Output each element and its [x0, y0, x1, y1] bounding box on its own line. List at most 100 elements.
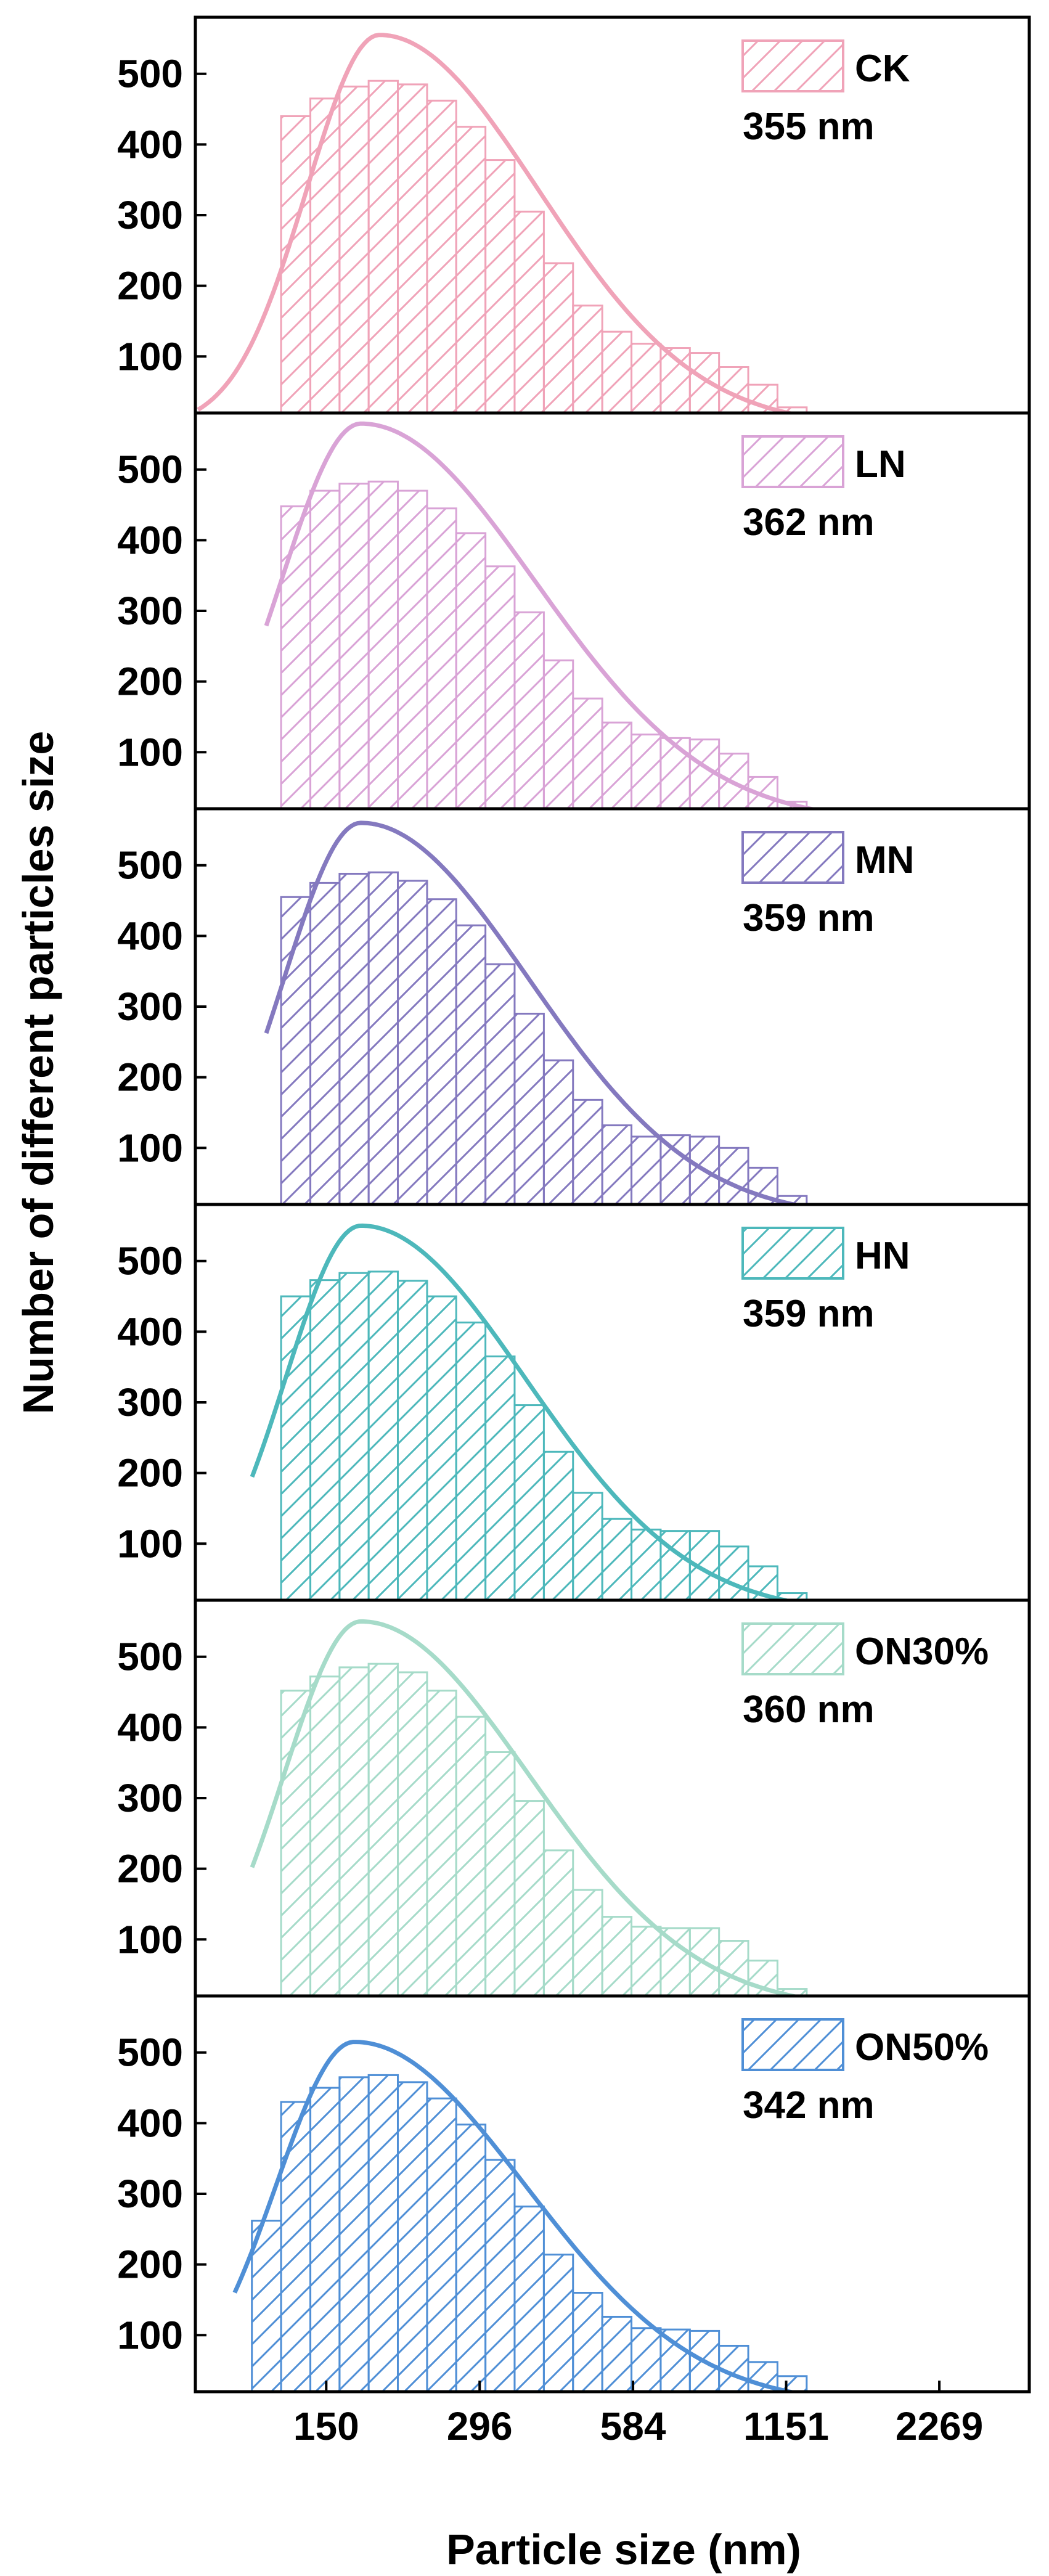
panel-on30pct: 100 200 300 400 500 ON30% 360 nm: [117, 1598, 1031, 1998]
y-tick-label: 300: [117, 2172, 183, 2216]
y-tick-label: 500: [117, 2030, 183, 2075]
x-tick-label: 2269: [896, 2404, 983, 2448]
y-tick-label: 300: [117, 589, 183, 633]
histogram-bar: [601, 1518, 633, 1601]
histogram-bar: [659, 1927, 691, 1997]
x-axis-title: Particle size (nm): [446, 2525, 801, 2574]
histogram-bar: [455, 532, 487, 810]
x-tick-label: 296: [447, 2404, 513, 2448]
histogram-bar: [338, 2076, 370, 2393]
histogram-bar: [251, 2220, 282, 2393]
mean-size-label: 360 nm: [743, 1688, 875, 1731]
histogram-bar: [426, 898, 457, 1206]
histogram-bar: [484, 159, 516, 414]
histogram-bar: [484, 2159, 516, 2393]
histogram-bar: [601, 1124, 633, 1206]
histogram-bar: [718, 753, 749, 810]
histogram-bar: [572, 1889, 603, 1997]
histogram-bar: [572, 697, 603, 810]
histogram-bar: [309, 97, 341, 414]
legend-swatch: [741, 1622, 844, 1675]
histogram-bar: [367, 1662, 399, 1997]
histogram-bar: [631, 1926, 662, 1997]
histogram-bar: [718, 1147, 749, 1206]
histogram-bar: [631, 2327, 662, 2393]
histogram-bar: [601, 2315, 633, 2393]
x-tick-label: 1151: [743, 2404, 829, 2448]
histogram-bar: [426, 2097, 457, 2393]
legend-swatch: [741, 831, 844, 884]
histogram-bar: [484, 963, 516, 1206]
y-tick-label: 400: [117, 518, 183, 562]
fit-curve: [232, 2040, 801, 2392]
y-tick-label: 400: [117, 1705, 183, 1749]
y-tick-label: 500: [117, 843, 183, 888]
histogram-bar: [280, 115, 312, 414]
legend-label: ON50%: [855, 2026, 989, 2069]
histogram-bar: [513, 1800, 545, 1997]
y-tick-label: 100: [117, 1521, 183, 1566]
y-tick-label: 400: [117, 2101, 183, 2145]
histogram-bar: [396, 1280, 428, 1601]
histogram-bar: [513, 611, 545, 810]
x-axis: 150 296 584 1151 2269: [293, 2381, 983, 2448]
mean-size-label: 359 nm: [743, 1293, 875, 1335]
x-tick-label: 584: [600, 2404, 666, 2448]
y-tick-label: 400: [117, 122, 183, 166]
y-tick-label: 100: [117, 334, 183, 378]
histogram-bar: [572, 1492, 603, 1601]
legend-swatch: [741, 2018, 844, 2071]
legend-label: LN: [855, 443, 906, 486]
histogram-bar: [631, 1135, 662, 1206]
y-tick-label: 300: [117, 193, 183, 237]
y-tick-label: 300: [117, 1380, 183, 1425]
histogram-bar: [338, 872, 370, 1206]
histogram-bar: [631, 734, 662, 810]
y-tick-label: 200: [117, 264, 183, 308]
mean-size-label: 359 nm: [743, 897, 875, 939]
panel-hn: 100 200 300 400 500 HN 359 nm: [117, 1203, 1031, 1602]
histogram-bar: [280, 2101, 312, 2393]
histogram-bar: [601, 721, 633, 810]
histogram-bar: [367, 1270, 399, 1601]
y-tick-label: 500: [117, 448, 183, 492]
histogram-bar: [455, 924, 487, 1206]
y-tick-label: 500: [117, 1635, 183, 1679]
mean-size-label: 362 nm: [743, 501, 875, 544]
histogram-bar: [280, 505, 312, 810]
histogram-bar: [659, 1134, 691, 1206]
histogram-bar: [455, 126, 487, 414]
mean-size-label: 342 nm: [743, 2084, 875, 2127]
histogram-bar: [513, 1404, 545, 1601]
histogram-bar: [309, 489, 341, 810]
mean-size-label: 355 nm: [743, 105, 875, 148]
histogram-bar: [542, 1059, 574, 1206]
histogram-bar: [367, 871, 399, 1206]
y-tick-label: 200: [117, 660, 183, 704]
histogram-bar: [367, 480, 399, 810]
histogram-bar: [455, 1715, 487, 1997]
fit-curve: [197, 33, 799, 413]
histogram-bar: [338, 483, 370, 810]
histogram-bar: [455, 2124, 487, 2393]
panels: 100 200 300 400 500 CK 355 nm 100 200 300 400 500 LN…: [117, 15, 1031, 2394]
histogram-bar: [601, 1916, 633, 1997]
y-tick-label: 100: [117, 730, 183, 774]
histogram-bar: [572, 305, 603, 414]
legend-swatch: [741, 39, 844, 92]
y-tick-label: 200: [117, 2243, 183, 2287]
histogram-bar: [309, 881, 341, 1206]
y-tick-label: 100: [117, 1126, 183, 1170]
histogram-bar: [659, 737, 691, 810]
fit-curve: [264, 421, 822, 809]
histogram-bar: [484, 1751, 516, 1997]
legend-swatch: [741, 435, 844, 488]
histogram-bar: [338, 85, 370, 414]
panel-ln: 100 200 300 400 500 LN 362 nm: [117, 411, 1031, 811]
histogram-bar: [338, 1272, 370, 1601]
histogram-bar: [309, 1279, 341, 1601]
histogram-bar: [572, 1098, 603, 1206]
histogram-bar: [396, 1671, 428, 1997]
y-tick-label: 500: [117, 1239, 183, 1283]
